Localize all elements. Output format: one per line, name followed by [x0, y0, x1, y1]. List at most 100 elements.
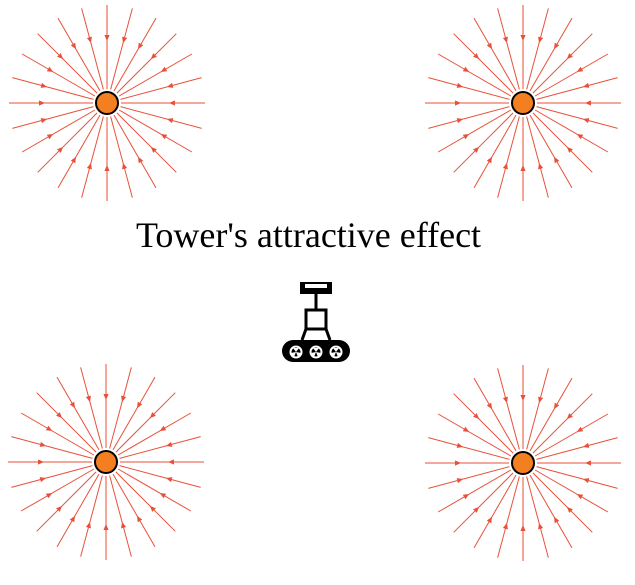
field-arrow — [538, 396, 544, 404]
field-arrow — [538, 522, 544, 530]
field-line — [437, 109, 512, 153]
field-line — [497, 368, 520, 450]
field-line — [428, 437, 510, 460]
field-line — [12, 106, 94, 129]
field-arrow — [70, 42, 76, 50]
field-arrow — [538, 36, 544, 44]
field-arrow — [56, 412, 63, 419]
field-line — [526, 476, 549, 558]
field-line — [534, 469, 609, 513]
field-arrow — [159, 493, 167, 499]
field-arrow — [103, 524, 109, 530]
field-line — [109, 475, 132, 557]
field-arrow — [566, 146, 573, 153]
field-arrow — [554, 516, 560, 524]
field-arrow — [455, 460, 461, 466]
field-arrow — [456, 478, 464, 484]
field-arrow — [554, 156, 560, 164]
field-arrow — [159, 425, 167, 431]
field-arrow — [473, 506, 480, 513]
field-arrow — [86, 162, 92, 170]
field-arrow — [455, 100, 461, 106]
field-line — [536, 106, 618, 129]
field-arrow — [486, 516, 492, 524]
field-line — [532, 393, 593, 454]
field-arrow — [160, 66, 168, 72]
field-arrow — [69, 515, 75, 523]
field-line — [536, 466, 618, 489]
field-arrow — [576, 134, 584, 140]
field-arrow — [38, 459, 44, 465]
field-arrow — [57, 146, 64, 153]
field-arrow — [456, 118, 464, 124]
field-arrow — [39, 441, 47, 447]
field-line — [37, 112, 98, 173]
field-line — [497, 476, 520, 558]
field-line — [21, 53, 96, 97]
field-arrow — [45, 425, 53, 431]
field-arrow — [138, 156, 144, 164]
field-arrow — [137, 401, 143, 409]
field-line — [536, 437, 618, 460]
tower-field-top-left — [9, 5, 205, 201]
field-line — [80, 367, 103, 449]
field-line — [117, 468, 192, 512]
field-line — [81, 8, 104, 90]
field-line — [110, 116, 133, 198]
field-arrow — [70, 156, 76, 164]
field-line — [453, 393, 514, 454]
field-arrow — [582, 118, 590, 124]
field-line — [529, 474, 573, 549]
field-arrow — [576, 66, 584, 72]
field-line — [20, 468, 95, 512]
field-line — [428, 466, 510, 489]
field-arrow — [85, 395, 91, 403]
field-line — [120, 77, 202, 100]
field-arrow — [86, 36, 92, 44]
field-arrow — [39, 477, 47, 483]
field-arrow — [566, 413, 573, 420]
field-line — [437, 413, 512, 457]
field-line — [534, 109, 609, 153]
field-line — [112, 376, 156, 451]
field-arrow — [104, 165, 110, 171]
field-arrow — [502, 162, 508, 170]
field-line — [117, 412, 192, 456]
field-line — [120, 106, 202, 129]
field-line — [119, 436, 201, 459]
field-arrow — [520, 395, 526, 401]
field-arrow — [69, 401, 75, 409]
field-arrow — [582, 478, 590, 484]
field-arrow — [473, 53, 480, 60]
field-arrow — [486, 42, 492, 50]
field-arrow — [462, 494, 470, 500]
field-arrow — [56, 505, 63, 512]
field-arrow — [166, 118, 174, 124]
field-arrow — [122, 36, 128, 44]
field-arrow — [462, 426, 470, 432]
field-arrow — [121, 521, 127, 529]
field-arrow — [576, 426, 584, 432]
field-line — [81, 116, 104, 198]
field-arrow — [566, 53, 573, 60]
field-arrow — [502, 36, 508, 44]
field-line — [536, 77, 618, 100]
robot-mast — [314, 294, 318, 310]
field-line — [532, 472, 593, 533]
field-arrow — [168, 459, 174, 465]
field-line — [532, 33, 593, 94]
field-arrow — [165, 441, 173, 447]
field-arrow — [138, 42, 144, 50]
field-arrow — [122, 162, 128, 170]
field-line — [437, 469, 512, 513]
field-arrow — [150, 146, 157, 153]
field-arrow — [40, 118, 48, 124]
field-arrow — [473, 146, 480, 153]
field-line — [529, 17, 573, 92]
field-arrow — [585, 460, 591, 466]
robot-wheels — [289, 345, 343, 359]
field-arrow — [486, 402, 492, 410]
field-arrow — [554, 402, 560, 410]
tower-top-left — [95, 91, 119, 115]
